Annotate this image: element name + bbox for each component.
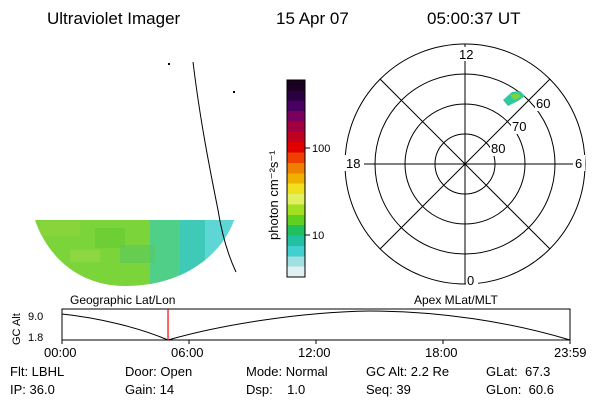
colorbar-tick-label: 100 [312,143,330,155]
status-mode: Mode: Normal [246,364,328,379]
status-filter: Flt: LBHL [10,364,64,379]
altitude-curve [61,310,571,341]
polar-plot [344,43,586,285]
date-label: 15 Apr 07 [276,9,349,28]
mlt-label-bottom: 0 [467,273,474,288]
colorbar-tick-label: 10 [312,230,324,242]
timeline-y-tick: 9.0 [28,311,43,323]
lat-label-bg [490,141,510,156]
mlt-label-left: 18 [346,156,360,171]
timeline-x-tick: 18:00 [425,345,458,360]
mlt-label-top: 12 [459,47,473,62]
status-gc-alt: GC Alt: 2.2 Re [366,364,449,379]
polar-caption: Apex MLat/MLT [414,293,498,307]
instrument-title: Ultraviolet Imager [47,9,181,28]
lat-label-60: 60 [536,96,550,111]
timeline-x-tick: 23:59 [554,345,587,360]
timeline-x-tick: 00:00 [44,345,77,360]
polar-diagonal [379,78,551,250]
star-point [233,91,235,93]
lat-label-bg [511,119,531,134]
mlt-label-bg [344,155,364,171]
mlt-label-bg [573,155,585,171]
lat-label-70: 70 [512,119,526,134]
star-point [168,63,170,65]
mlt-label-bg [466,273,478,287]
status-door: Door: Open [125,364,192,379]
status-ip: IP: 36.0 [10,382,55,397]
altitude-timeline: GC Alt 9.0 1.8 00:00 06:00 12:00 18:00 2… [11,308,587,360]
timeline-y-tick: 1.8 [28,332,43,344]
timeline-x-tick: 12:00 [298,345,331,360]
mlt-label-bg [458,47,474,61]
geographic-image-panel [35,61,237,286]
status-glon: GLon: 60.6 [486,382,554,397]
aurora-patch-core [510,93,521,100]
status-glat: GLat: 67.3 [486,364,550,379]
timeline-x-tick: 06:00 [171,345,204,360]
status-gain: Gain: 14 [125,382,174,397]
geographic-caption: Geographic Lat/Lon [70,293,175,307]
status-block: Flt: LBHL IP: 36.0 Door: Open Gain: 14 M… [10,364,554,397]
mlt-label-right: 6 [575,156,582,171]
time-label: 05:00:37 UT [427,9,521,28]
status-dsp: Dsp: 1.0 [246,382,305,397]
terminator-line [192,61,237,273]
status-seq: Seq: 39 [366,382,411,397]
colorbar-scale [286,79,306,278]
colorbar-unit-label: photon cm⁻²s⁻¹ [266,150,281,240]
colorbar: 100 10 photon cm⁻²s⁻¹ [266,79,330,278]
lat-label-bg [535,96,555,111]
lat-label-80: 80 [491,141,505,156]
timeline-y-label: GC Alt [11,313,23,345]
